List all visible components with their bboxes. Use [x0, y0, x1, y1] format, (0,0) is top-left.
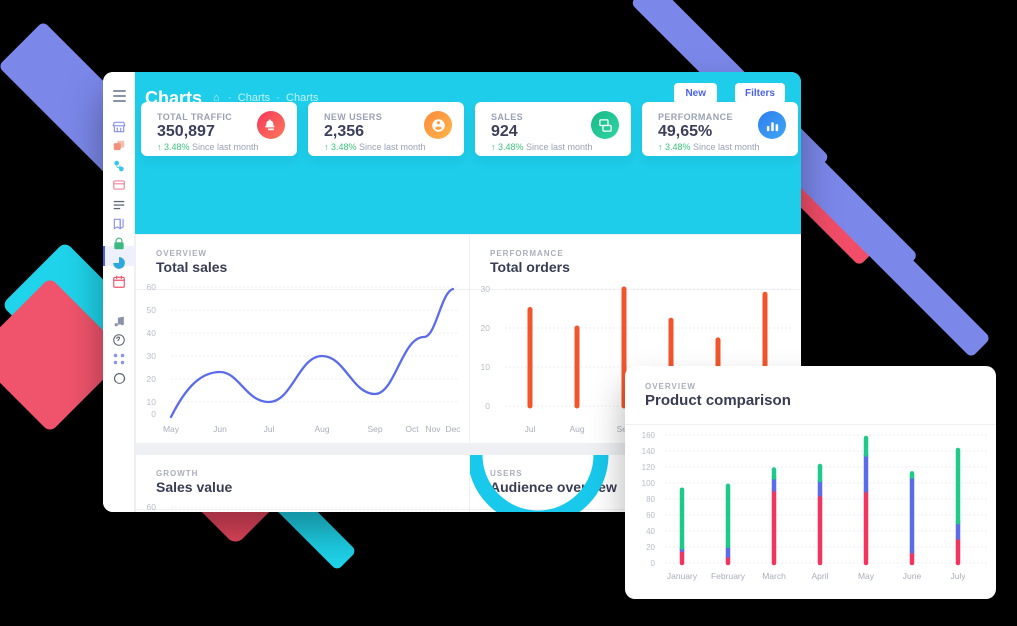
svg-text:May: May — [163, 424, 180, 434]
svg-text:120: 120 — [642, 463, 656, 472]
svg-text:January: January — [667, 571, 698, 581]
svg-text:60: 60 — [147, 282, 157, 292]
svg-text:0: 0 — [651, 559, 656, 568]
svg-text:Aug: Aug — [569, 424, 584, 434]
svg-text:April: April — [811, 571, 828, 581]
svg-text:Dec: Dec — [445, 424, 461, 434]
svg-text:30: 30 — [147, 351, 157, 361]
svg-text:Sep: Sep — [367, 424, 382, 434]
svg-text:0: 0 — [485, 401, 490, 411]
svg-text:Jul: Jul — [525, 424, 536, 434]
svg-text:40: 40 — [147, 328, 157, 338]
svg-text:160: 160 — [642, 431, 656, 440]
svg-text:February: February — [711, 571, 746, 581]
svg-text:June: June — [903, 571, 922, 581]
svg-text:0: 0 — [151, 409, 156, 419]
svg-text:60: 60 — [147, 502, 157, 512]
svg-text:July: July — [950, 571, 966, 581]
svg-text:Jun: Jun — [213, 424, 227, 434]
svg-text:80: 80 — [646, 495, 655, 504]
svg-text:10: 10 — [481, 362, 491, 372]
svg-text:Aug: Aug — [314, 424, 329, 434]
svg-text:20: 20 — [646, 543, 655, 552]
svg-text:20: 20 — [147, 374, 157, 384]
svg-text:50: 50 — [147, 305, 157, 315]
svg-text:20: 20 — [481, 323, 491, 333]
svg-text:30: 30 — [481, 284, 491, 294]
svg-text:Oct: Oct — [405, 424, 419, 434]
svg-text:Jul: Jul — [264, 424, 275, 434]
svg-text:March: March — [762, 571, 786, 581]
svg-text:Nov: Nov — [425, 424, 441, 434]
svg-text:100: 100 — [642, 479, 656, 488]
svg-text:60: 60 — [646, 511, 655, 520]
svg-text:40: 40 — [646, 527, 655, 536]
svg-text:10: 10 — [147, 397, 157, 407]
svg-text:May: May — [858, 571, 875, 581]
svg-text:140: 140 — [642, 447, 656, 456]
